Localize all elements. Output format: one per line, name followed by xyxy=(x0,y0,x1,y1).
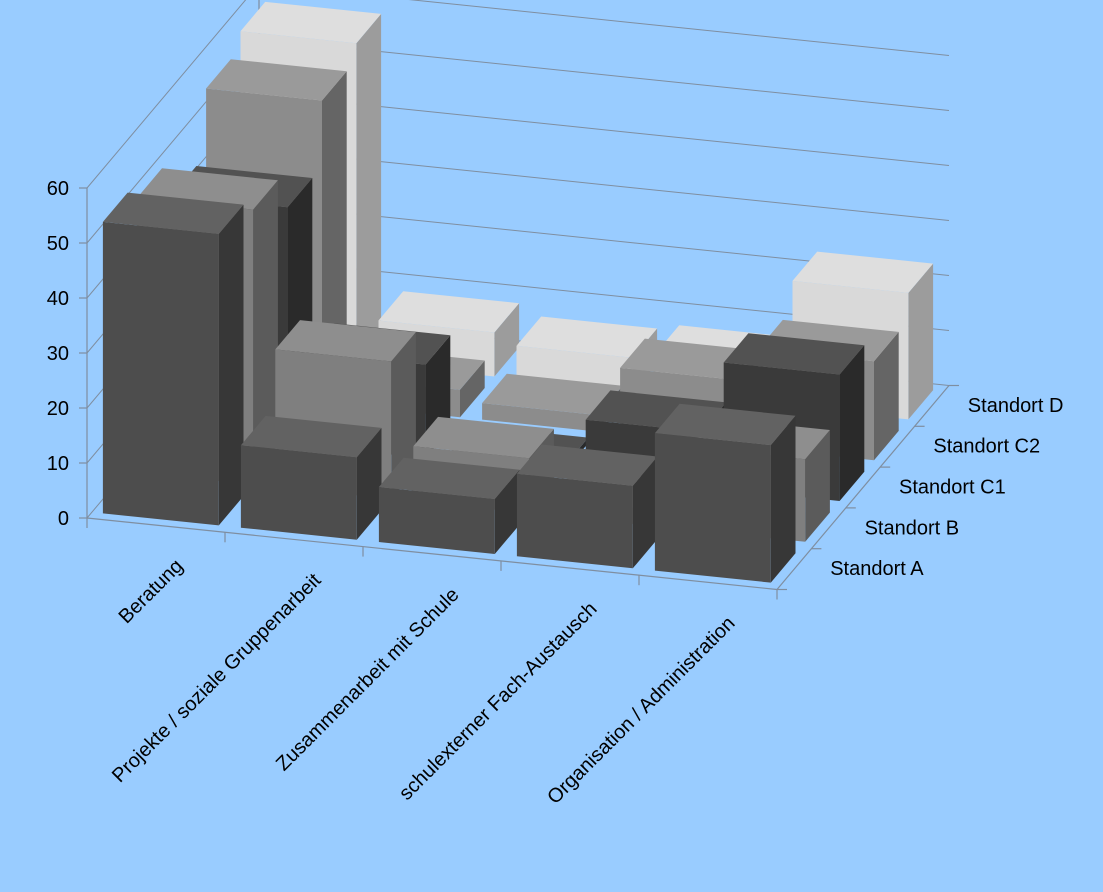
bar-front xyxy=(654,433,771,583)
bar-side xyxy=(770,415,796,583)
bar-front xyxy=(516,473,633,569)
bar-top xyxy=(206,59,347,101)
y-tick-label: 0 xyxy=(58,508,69,530)
bar-top xyxy=(654,403,796,446)
bar xyxy=(240,415,382,540)
bar-top xyxy=(723,333,865,375)
bar xyxy=(654,403,796,583)
bars xyxy=(102,1,934,583)
series-label: Standort C2 xyxy=(933,436,1040,458)
depth-axis: Standort A Standort B Standort C1 Standort … xyxy=(777,384,1064,591)
bar-front xyxy=(102,221,219,526)
y-tick-label: 10 xyxy=(47,453,69,475)
bar-front xyxy=(240,445,357,540)
bar-side xyxy=(494,469,520,554)
bar-top xyxy=(275,320,416,362)
y-tick-label: 40 xyxy=(47,288,69,310)
y-tick-label: 30 xyxy=(47,343,69,365)
series-label: Standort D xyxy=(968,395,1064,417)
bar-side xyxy=(391,332,416,499)
bar-side xyxy=(805,430,830,542)
x-axis-line xyxy=(86,517,778,591)
bar-side xyxy=(218,204,244,526)
bar-top xyxy=(413,416,554,459)
bar-top xyxy=(516,444,658,486)
bar xyxy=(378,457,520,554)
y-tick-label: 50 xyxy=(47,233,69,255)
bar-top xyxy=(240,415,382,458)
bar-top xyxy=(516,316,658,358)
bar-top xyxy=(792,251,934,293)
bar-top xyxy=(378,457,520,499)
bar-side xyxy=(356,13,382,363)
bar-side xyxy=(494,303,520,377)
depth-axis-line xyxy=(776,385,950,590)
bar-side xyxy=(839,345,865,501)
bar-front xyxy=(482,403,598,432)
bar-top xyxy=(102,192,244,234)
bar-side xyxy=(460,360,485,418)
gridline xyxy=(86,0,950,189)
bar-side xyxy=(253,180,278,485)
bar-side xyxy=(356,427,382,540)
series-label: Standort B xyxy=(865,517,960,539)
bar xyxy=(516,444,658,569)
y-axis-ticks: 0 10 20 30 40 50 60 xyxy=(47,178,87,530)
series-label: Standort A xyxy=(830,558,924,580)
bar-side xyxy=(322,71,347,403)
bar-top xyxy=(482,373,623,416)
y-tick-label: 20 xyxy=(47,398,69,420)
y-tick-label: 60 xyxy=(47,178,69,200)
series-label: Standort C1 xyxy=(899,477,1006,499)
x-category-label: Beratung xyxy=(115,555,188,628)
bar-top xyxy=(240,1,382,44)
bar xyxy=(102,192,244,526)
bar-top xyxy=(378,291,520,333)
x-category-label: Zusammenarbeit mit Schule xyxy=(272,584,464,776)
bar-side xyxy=(874,331,899,461)
bar-side xyxy=(632,456,658,569)
bar-side xyxy=(908,263,934,420)
bar-front xyxy=(378,487,495,554)
